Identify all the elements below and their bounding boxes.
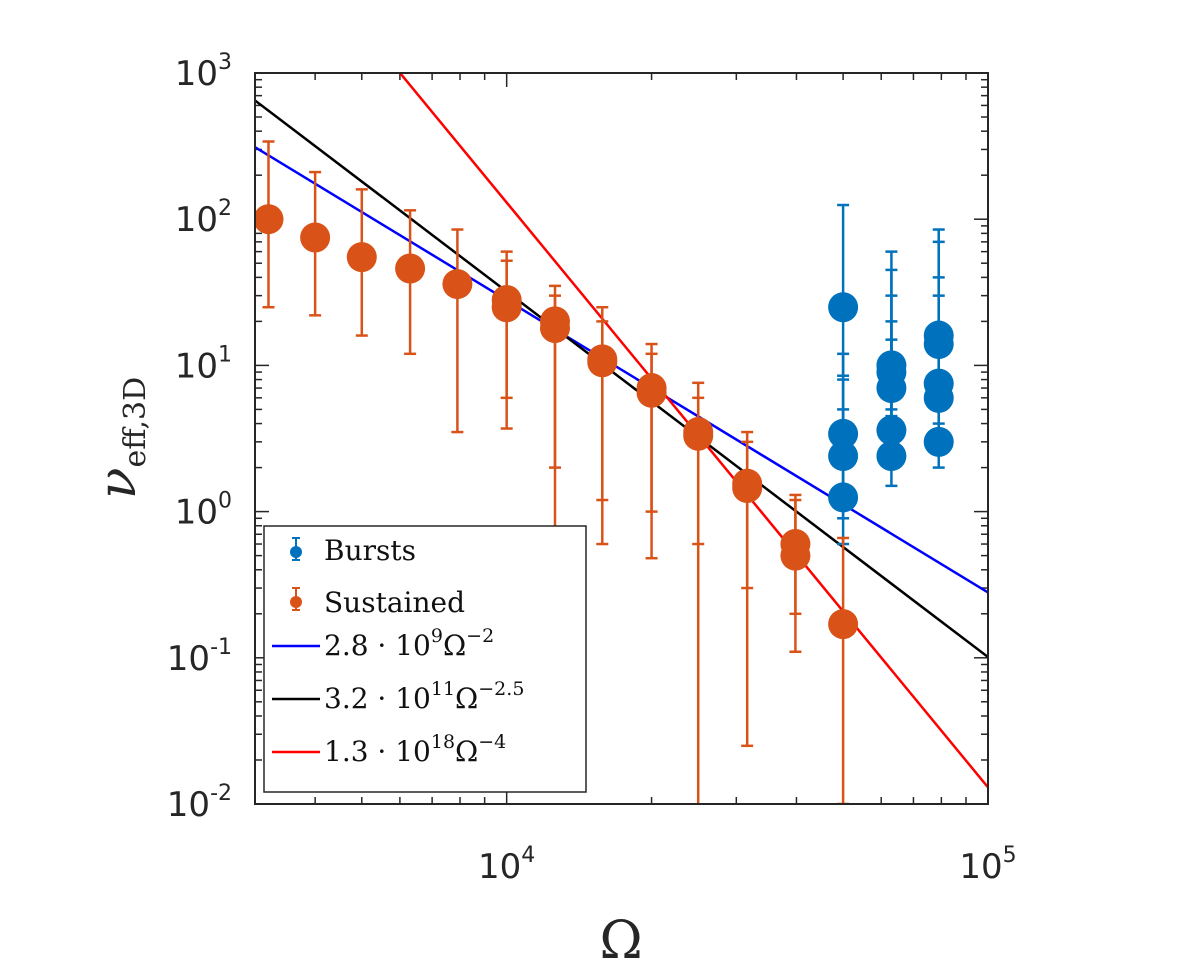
legend-fit-entries: 2.8 · 109Ω−2 3.2 · 1011Ω−2.5 1.3 · 1018Ω−4: [272, 625, 524, 768]
legend-fit-label-2: 3.2 · 1011Ω−2.5: [324, 678, 524, 715]
legend-box: [263, 525, 587, 793]
bursts-point: [876, 415, 907, 446]
sustained-point: [300, 222, 331, 253]
sustained-point: [683, 420, 714, 451]
fit-lines: [255, 73, 988, 789]
y-tick-label: 101: [175, 342, 232, 386]
sustained-point: [780, 540, 811, 571]
sustained-point: [828, 609, 859, 640]
legend: Bursts Sustained 2.8 · 109Ω−2 3.2 · 1011Ω…: [263, 525, 587, 793]
bursts-point: [828, 292, 859, 323]
sustained-point: [732, 473, 763, 504]
legend-entry-bursts: Bursts: [290, 534, 416, 567]
sustained-point: [255, 204, 284, 235]
x-tick-label: 104: [478, 843, 535, 887]
legend-bursts-label: Bursts: [324, 534, 416, 567]
bursts-point: [876, 373, 907, 404]
bursts-point: [923, 329, 954, 360]
bursts-point: [828, 482, 859, 513]
fit-line-1: [255, 146, 988, 594]
sustained-point: [346, 242, 377, 273]
y-axis-title-base: ν: [88, 468, 148, 500]
fit-line-3: [398, 73, 988, 789]
sustained-point: [442, 269, 473, 300]
fit-line-2: [255, 99, 988, 659]
legend-fit-label-3: 1.3 · 1018Ω−4: [324, 731, 506, 768]
bursts-point: [923, 382, 954, 413]
x-tick-label: 105: [959, 843, 1016, 887]
x-tick-labels: 104 105: [478, 843, 1017, 887]
y-tick-label: 102: [175, 196, 232, 240]
y-tick-label: 10-1: [167, 635, 232, 679]
bursts-point: [828, 418, 859, 449]
x-axis-title: Ω: [599, 911, 642, 971]
legend-sustained-label: Sustained: [324, 586, 465, 619]
bursts-point: [923, 426, 954, 457]
data-points: [255, 204, 954, 640]
sustained-point: [395, 253, 426, 284]
y-tick-label: 103: [175, 50, 232, 94]
sustained-point: [539, 313, 570, 344]
legend-bursts-marker: [290, 546, 302, 558]
sustained-point: [636, 377, 667, 408]
legend-fit-label-1: 2.8 · 109Ω−2: [324, 625, 494, 662]
sustained-point: [587, 347, 618, 378]
y-tick-label: 10-2: [167, 781, 232, 825]
bursts-point: [828, 441, 859, 472]
y-axis-title: νeff,3D: [88, 377, 153, 499]
svg-text:νeff,3D: νeff,3D: [88, 377, 153, 499]
y-tick-labels: 10-2 10-1 100 101 102 103: [167, 50, 232, 825]
sustained-point: [491, 292, 522, 323]
legend-sustained-marker: [290, 596, 302, 608]
legend-entry-sustained: Sustained: [290, 586, 465, 619]
y-axis-title-subscript: eff,3D: [118, 377, 153, 468]
bursts-point: [876, 441, 907, 472]
y-tick-label: 100: [175, 489, 232, 533]
minor-ticks: [254, 73, 988, 805]
plot-frame: [254, 72, 989, 805]
